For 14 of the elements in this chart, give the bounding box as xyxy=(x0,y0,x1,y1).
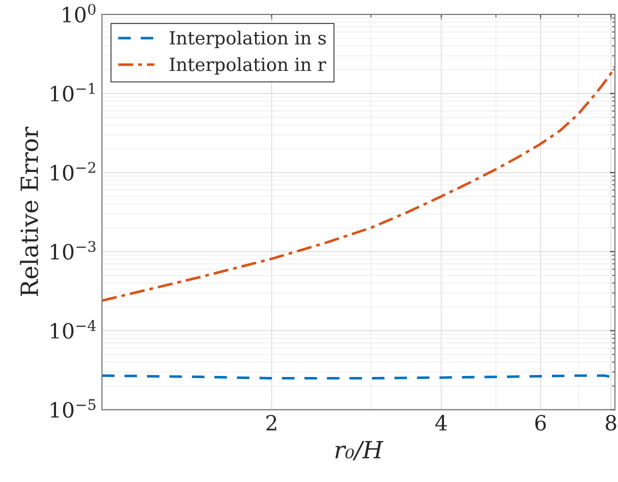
x-tick-label: 4 xyxy=(435,414,447,430)
y-axis-title: Relative Error xyxy=(20,126,38,296)
y-tick-label: 10$^{0}$ xyxy=(62,4,96,23)
y-tick-label: 10$^{−1}$ xyxy=(50,82,94,102)
x-tick-label: 8 xyxy=(606,414,616,431)
x-axis-title: r₀/H xyxy=(335,441,384,460)
y-tick-label: 10$^{−5}$ xyxy=(50,399,96,418)
y-tick-label: 10$^{−4}$ xyxy=(50,320,96,339)
legend-label: Interpolation in r xyxy=(170,57,326,75)
y-tick-label: 10$^{−2}$ xyxy=(50,162,96,181)
x-tick-label: 6 xyxy=(535,414,546,431)
legend-label: Interpolation in s xyxy=(170,30,326,48)
y-tick-label: 10$^{−3}$ xyxy=(50,240,96,260)
x-tick-label: 2 xyxy=(266,414,276,430)
